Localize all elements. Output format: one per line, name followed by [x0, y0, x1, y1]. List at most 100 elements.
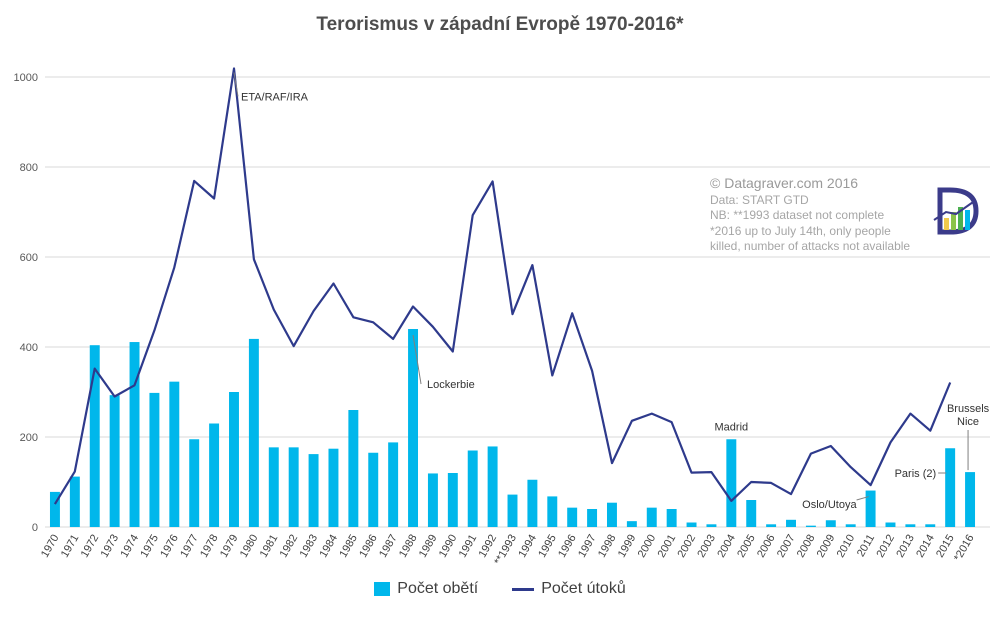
x-tick-label: 2009 — [815, 533, 838, 560]
bar — [129, 342, 140, 527]
x-tick-label: 1988 — [397, 533, 420, 560]
legend-swatch-bars — [374, 582, 391, 596]
bar — [189, 439, 200, 527]
bar — [706, 524, 717, 527]
x-tick-label: 1995 — [536, 533, 559, 560]
bar — [487, 446, 498, 527]
x-tick-label: 1989 — [417, 533, 440, 560]
bar — [726, 439, 737, 527]
bar — [328, 448, 339, 527]
x-tick-label: 1982 — [278, 533, 301, 560]
bar — [825, 520, 836, 527]
x-tick-label: 2007 — [775, 533, 798, 560]
x-tick-label: 2005 — [735, 533, 758, 560]
annotation-label: Nice — [957, 416, 979, 428]
bar — [427, 473, 438, 527]
series-line — [53, 67, 952, 505]
chart-title: Terorismus v západní Evropě 1970-2016* — [316, 14, 684, 35]
bar — [109, 395, 120, 527]
bar — [766, 524, 777, 527]
bar — [626, 521, 637, 527]
bar — [547, 496, 558, 527]
x-tick-label: 2010 — [835, 533, 858, 560]
x-tick-label: 1996 — [556, 533, 579, 560]
x-tick-label: 1979 — [218, 533, 241, 560]
bar — [408, 329, 419, 527]
x-tick-label: 2008 — [795, 533, 818, 560]
bar — [567, 507, 578, 527]
x-tick-label: 1974 — [118, 533, 141, 560]
bar — [229, 392, 239, 527]
legend-swatch-line — [512, 587, 535, 591]
bar — [786, 519, 796, 527]
annotation-label: Lockerbie — [427, 379, 475, 391]
x-tick-label: 1994 — [516, 533, 539, 560]
bar — [308, 454, 319, 527]
bar — [149, 392, 160, 527]
annotation-label: ETA/RAF/IRA — [241, 91, 309, 103]
x-tick-label: 2013 — [894, 533, 917, 560]
y-tick-label: 1000 — [14, 72, 38, 84]
y-tick-label: 0 — [32, 522, 38, 534]
bar — [507, 494, 518, 527]
legend: Počet obětí Počet útoků — [0, 580, 1000, 598]
x-tick-label: 2002 — [676, 533, 699, 560]
bar — [805, 525, 816, 527]
bar — [686, 522, 697, 527]
y-tick-label: 800 — [20, 162, 38, 174]
bar — [945, 448, 956, 527]
legend-item-bars: Počet obětí — [374, 580, 478, 598]
line-series — [53, 67, 952, 505]
x-tick-label: 2012 — [874, 533, 897, 560]
data-credit: © Datagraver.com 2016 Data: START GTD NB… — [710, 175, 910, 255]
x-tick-label: 2011 — [855, 533, 877, 559]
x-tick-label: *2016 — [952, 533, 977, 564]
bar — [169, 381, 180, 527]
x-tick-label: 1977 — [178, 533, 201, 560]
x-tick-label: 1987 — [377, 533, 400, 560]
legend-label-bars: Počet obětí — [397, 580, 479, 597]
x-tick-label: 1978 — [198, 533, 221, 560]
bar — [288, 447, 299, 527]
bar — [865, 490, 876, 527]
x-tick-label: 1980 — [238, 533, 261, 560]
x-tick-label: 1984 — [317, 533, 340, 560]
bar — [447, 473, 458, 527]
annotation-label: Paris (2) — [895, 468, 937, 480]
bar — [646, 507, 657, 527]
x-tick-label: 1990 — [437, 533, 460, 560]
bar — [527, 479, 538, 527]
bar — [368, 452, 379, 527]
legend-item-line: Počet útoků — [512, 580, 626, 598]
annotation-leader — [233, 72, 239, 97]
bar — [268, 447, 279, 527]
bar — [209, 423, 220, 527]
x-axis-ticks: 1970197119721973197419751976197719781979… — [39, 533, 977, 568]
x-tick-label: 1997 — [576, 533, 599, 560]
x-tick-label: 1981 — [258, 533, 281, 560]
bar — [467, 450, 478, 527]
x-tick-label: 2006 — [755, 533, 778, 560]
bar — [348, 410, 359, 527]
x-tick-label: 1971 — [59, 533, 82, 560]
y-axis-ticks: 0 200 400 600 800 1000 — [14, 72, 38, 534]
bar — [925, 524, 936, 527]
bar — [388, 442, 399, 527]
bar — [845, 524, 856, 527]
bar — [248, 338, 259, 527]
bar — [606, 502, 617, 527]
x-tick-label: 2001 — [656, 533, 679, 560]
bar — [666, 509, 677, 527]
x-tick-label: 1985 — [337, 533, 360, 560]
x-tick-label: 2003 — [695, 533, 718, 560]
x-tick-label: 1976 — [158, 533, 181, 560]
bar — [905, 524, 916, 527]
credit-line-copyright: © Datagraver.com 2016 — [710, 175, 859, 191]
datagraver-logo — [933, 187, 979, 235]
bar — [965, 472, 976, 527]
annotation-label: Madrid — [715, 421, 749, 433]
annotations: ETA/RAF/IRA Lockerbie Madrid Oslo/Utoya Pari… — [233, 72, 990, 511]
annotation-label: Brussels — [947, 403, 990, 415]
annotation-leader — [412, 334, 422, 385]
